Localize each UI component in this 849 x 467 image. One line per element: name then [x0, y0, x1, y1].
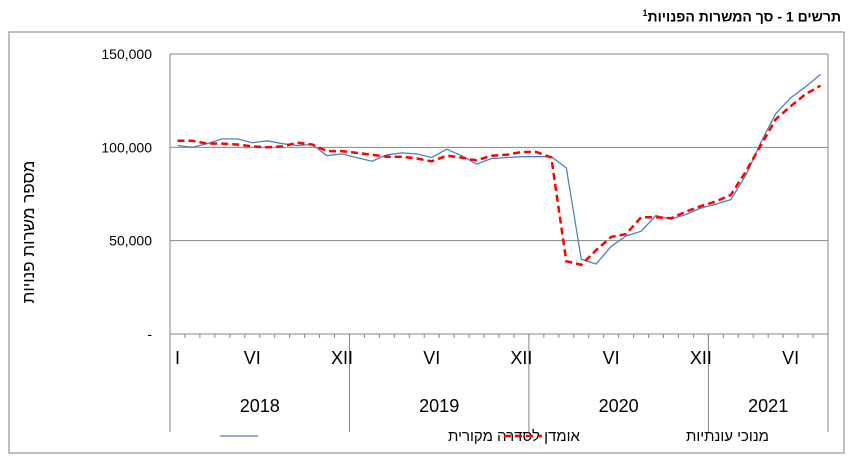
x-axis: 2018 2019 2020 2021 I VI XII VI XII VI XII VI — [169, 54, 829, 432]
legend-label-1: מנוכי עונתיות — [686, 428, 769, 445]
x-period-label-4: XII — [510, 348, 532, 368]
series-line-1 — [177, 84, 822, 267]
series-lines — [177, 73, 822, 267]
legend-label-0: אומדן לסדרה מקורית — [448, 428, 580, 445]
x-period-label-5: VI — [603, 348, 620, 368]
x-period-label-6: XII — [690, 348, 712, 368]
chart-title: תרשים 1 - סך המשרות הפנויות1 — [643, 8, 842, 25]
chart-title-text: תרשים 1 - סך המשרות הפנויות — [647, 8, 841, 25]
legend: אומדן לסדרה מקורית מנוכי עונתיות — [220, 428, 769, 445]
x-axis-spacer — [170, 54, 828, 334]
year-label-1: 2019 — [419, 396, 459, 416]
x-period-label-0: I — [175, 348, 180, 368]
chart-title-footnote: 1 — [642, 8, 648, 18]
x-period-label-7: VI — [782, 348, 799, 368]
x-period-label-1: VI — [244, 348, 261, 368]
y-tick-label-2: 100,000 — [101, 139, 152, 155]
y-tick-label-3: 150,000 — [101, 46, 152, 62]
y-tick-label-0: - — [147, 326, 152, 342]
x-period-label-2: XII — [331, 348, 353, 368]
outer-border — [8, 31, 845, 454]
year-label-0: 2018 — [240, 396, 280, 416]
year-label-3: 2021 — [748, 396, 788, 416]
year-label-2: 2020 — [599, 396, 639, 416]
x-period-label-3: VI — [423, 348, 440, 368]
y-tick-label-1: 50,000 — [109, 233, 152, 249]
series-line-0 — [177, 73, 821, 265]
y-tick-labels: - 50,000 100,000 150,000 — [101, 46, 152, 342]
y-axis-label: מספר משרות פנויות — [19, 161, 38, 304]
